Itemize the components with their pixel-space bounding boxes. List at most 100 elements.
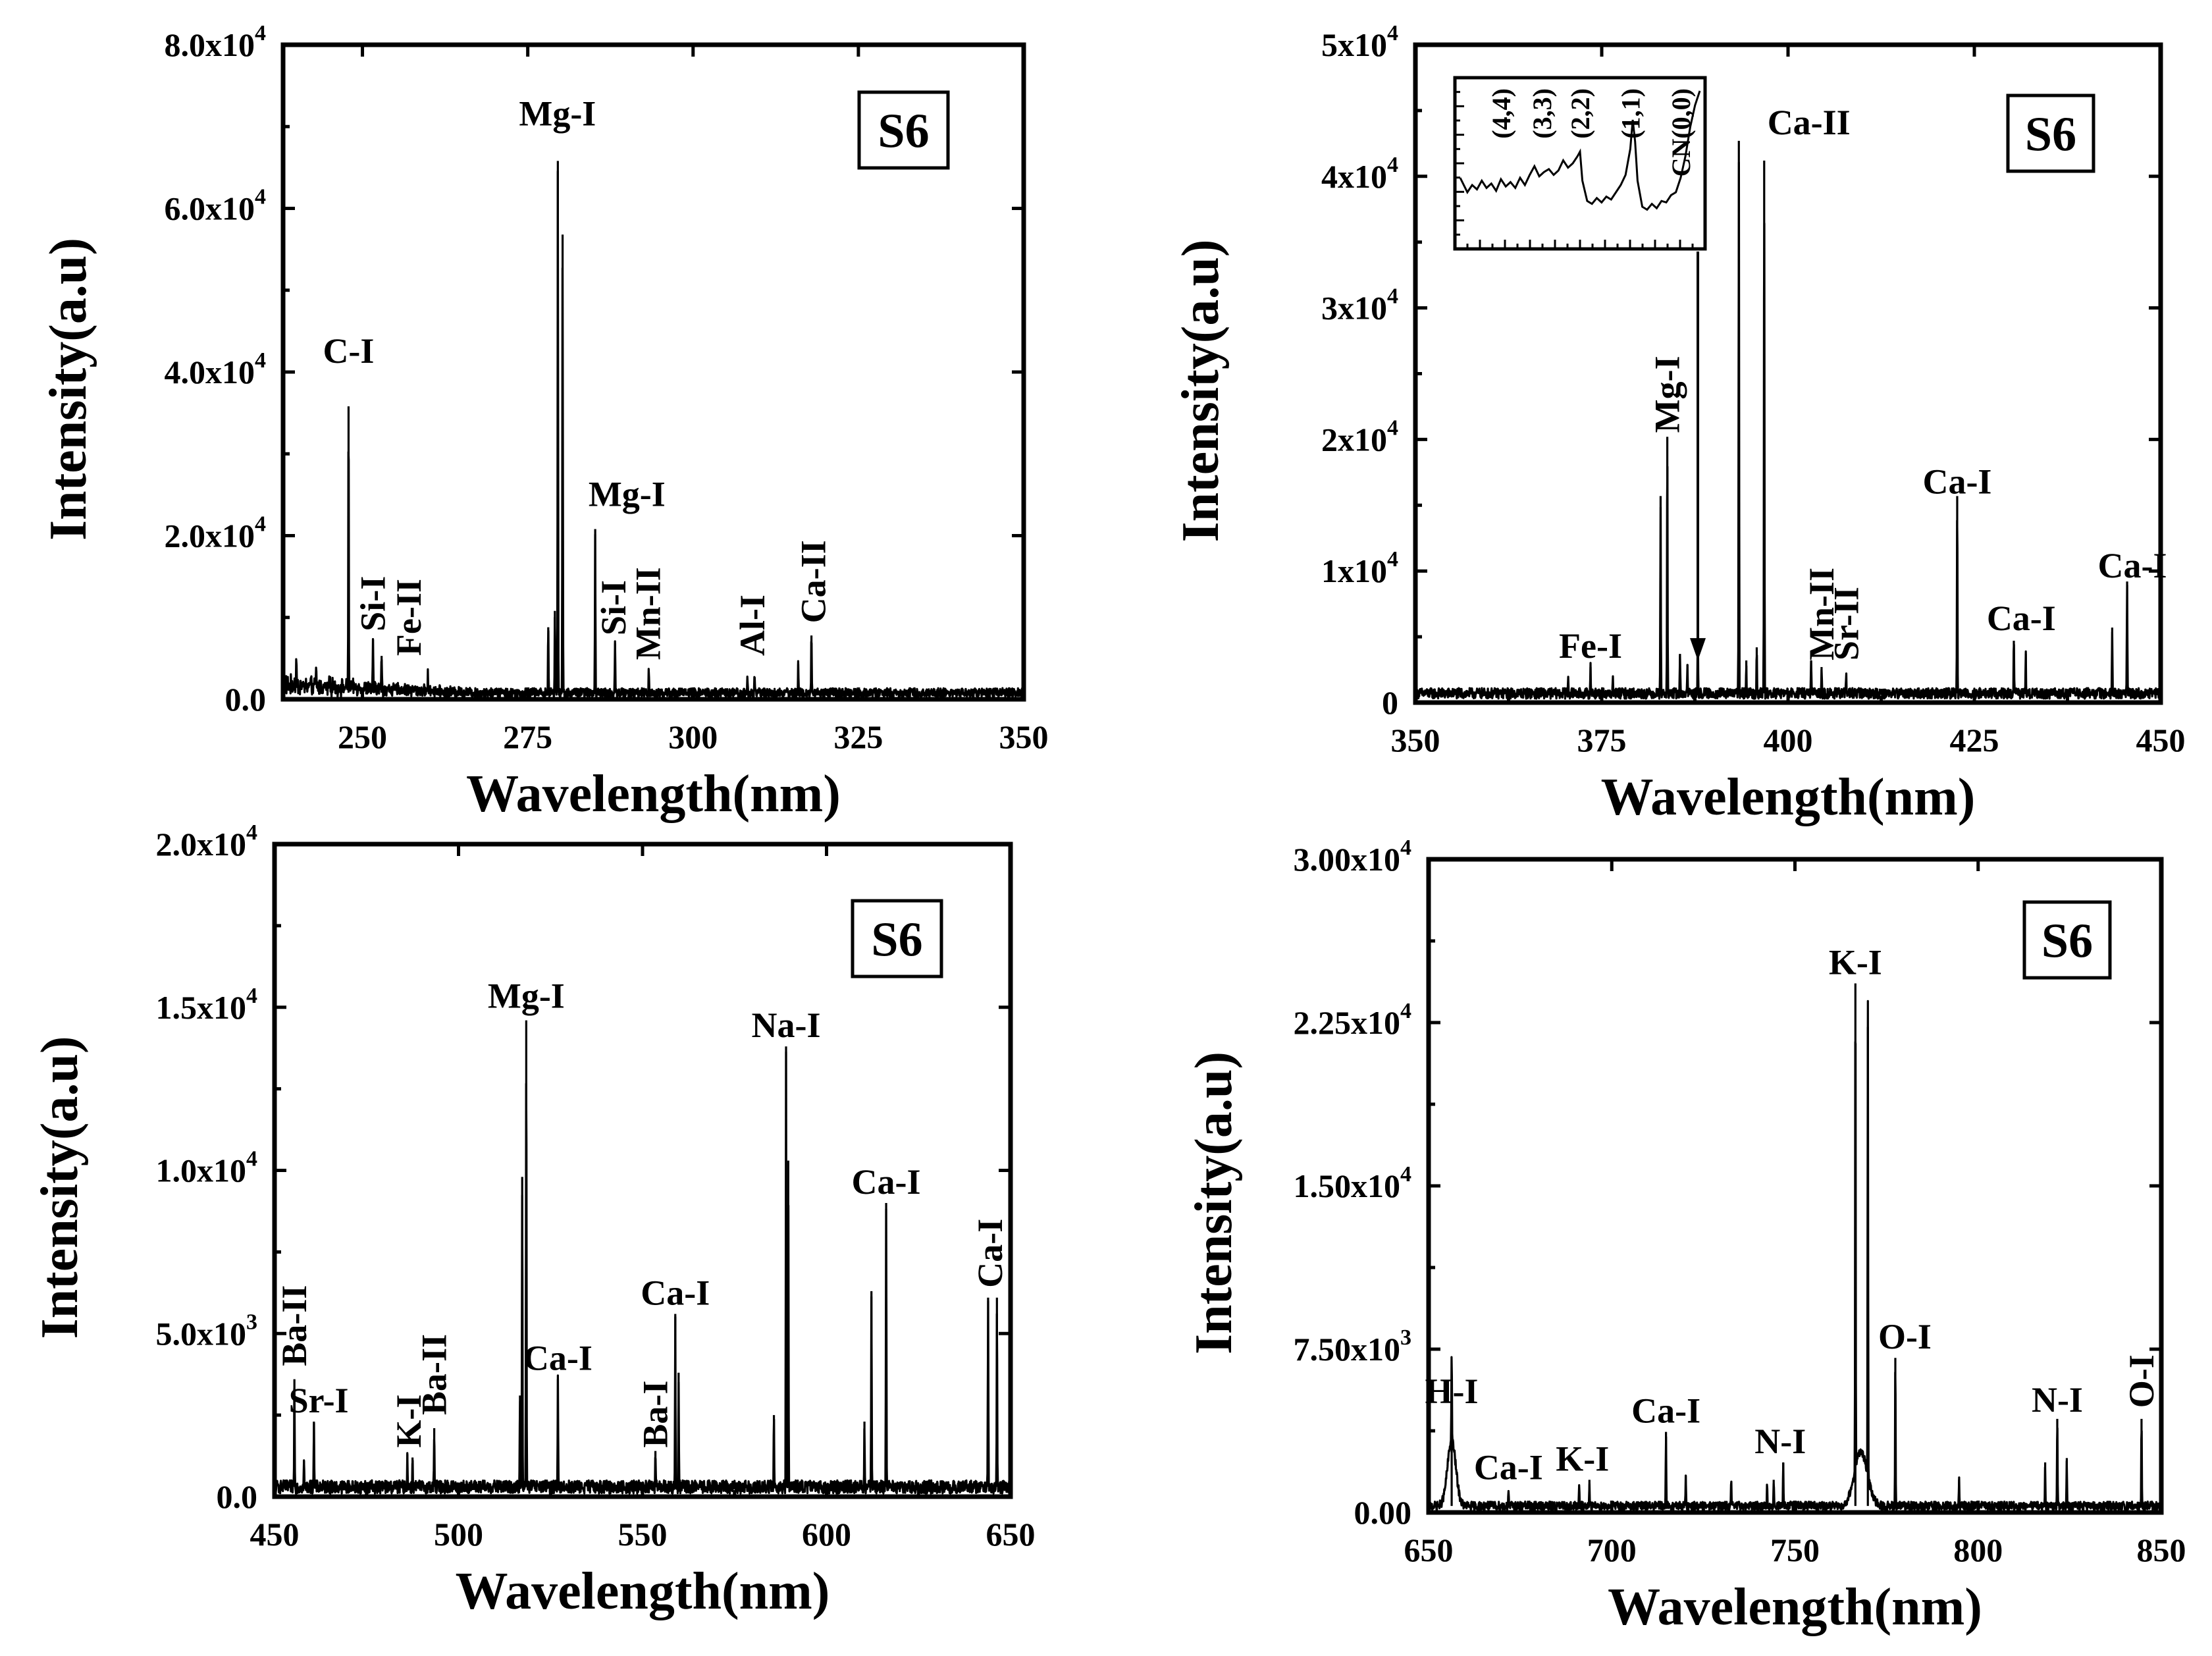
y-tick-mantissa: 5x10 xyxy=(1321,26,1387,63)
y-tick-exponent: 4 xyxy=(1387,284,1398,309)
y-tick-label: 8.0x104 xyxy=(165,21,267,63)
x-axis-title: Wavelength(nm) xyxy=(456,1563,830,1620)
y-tick-mantissa: 4.0x10 xyxy=(165,354,255,390)
y-axis-title: Intensity(a.u) xyxy=(31,1036,89,1339)
y-tick-label: 3x104 xyxy=(1321,284,1398,327)
x-tick-label: 750 xyxy=(1770,1532,1820,1568)
sample-badge-text: S6 xyxy=(2025,108,2076,162)
peak-label: Fe-I xyxy=(1559,626,1622,666)
inset-panel: (4,4) (3,3) (2,2) (1,1) CN(0,0) xyxy=(1453,76,1707,661)
y-tick-label: 4.0x104 xyxy=(165,348,267,390)
peak-label: Mg-I xyxy=(519,94,596,134)
sample-badge-text: S6 xyxy=(878,105,929,159)
peak-label: Si-I xyxy=(354,576,393,631)
y-tick-exponent: 4 xyxy=(1387,547,1398,572)
chart-panel: 350 375 400 425 45001x1042x1043x1044x1045x10… xyxy=(1172,21,2186,826)
peak-label: H-I xyxy=(1425,1372,1479,1411)
y-tick-label: 2x104 xyxy=(1321,415,1398,458)
y-tick-label: 1.50x104 xyxy=(1294,1162,1412,1204)
y-tick-exponent: 3 xyxy=(246,1310,257,1334)
y-tick-mantissa: 2.0x10 xyxy=(156,826,247,863)
y-tick-mantissa: 4x10 xyxy=(1321,158,1387,195)
y-tick-exponent: 4 xyxy=(1400,999,1411,1023)
x-tick-label: 275 xyxy=(503,718,552,755)
x-tick-label: 375 xyxy=(1577,722,1627,759)
sample-badge-text: S6 xyxy=(871,913,922,967)
y-tick-exponent: 4 xyxy=(255,21,266,45)
y-tick-exponent: 4 xyxy=(255,185,266,209)
inset-label: CN(0,0) xyxy=(1666,88,1696,176)
inset-spectrum xyxy=(1459,90,1701,211)
x-tick-label: 650 xyxy=(986,1516,1036,1553)
y-tick-mantissa: 2.25x10 xyxy=(1294,1004,1401,1041)
peak-label: Ca-I xyxy=(1922,462,1991,501)
x-tick-label: 250 xyxy=(338,718,387,755)
y-tick-label: 0.00 xyxy=(1354,1494,1412,1531)
y-tick-exponent: 4 xyxy=(1387,21,1398,45)
y-tick-exponent: 4 xyxy=(246,820,257,845)
y-tick-mantissa: 2.0x10 xyxy=(165,518,255,554)
y-tick-exponent: 4 xyxy=(246,984,257,1008)
peak-label: K-I xyxy=(1829,942,1882,982)
peak-label: Si-I xyxy=(594,580,633,635)
peak-label: Ba-II xyxy=(415,1334,454,1415)
peak-label: Ca-I xyxy=(2097,546,2167,585)
y-tick-label: 0 xyxy=(1382,684,1398,721)
peak-label: Ca-I xyxy=(1987,599,2056,638)
x-tick-label: 350 xyxy=(1391,722,1440,759)
y-tick-label: 0.0 xyxy=(225,681,267,718)
y-tick-label: 2.0x104 xyxy=(165,512,267,554)
y-tick-label: 1x104 xyxy=(1321,547,1398,589)
x-tick-label: 450 xyxy=(250,1516,300,1553)
y-tick-mantissa: 3.00x10 xyxy=(1294,841,1401,878)
peak-label: Mg-I xyxy=(1648,356,1687,433)
inset-label: (3,3) xyxy=(1527,88,1557,139)
y-tick-label: 4x104 xyxy=(1321,153,1398,195)
x-tick-label: 425 xyxy=(1950,722,1999,759)
inset-arrow-head xyxy=(1690,638,1706,661)
x-axis-title: Wavelength(nm) xyxy=(1601,768,1976,826)
peak-label: N-I xyxy=(2032,1380,2083,1420)
peak-label: Ca-II xyxy=(794,540,833,623)
peak-label: Ca-I xyxy=(1474,1448,1543,1487)
inset-label: (2,2) xyxy=(1566,88,1595,139)
y-tick-mantissa: 1.50x10 xyxy=(1294,1167,1401,1204)
x-tick-label: 850 xyxy=(2137,1532,2186,1568)
chart-panel: 650 700 750 800 8500.007.50x1031.50x1042.25x… xyxy=(1185,836,2186,1636)
y-tick-label: 3.00x104 xyxy=(1294,836,1412,878)
y-tick-mantissa: 1x10 xyxy=(1321,552,1387,589)
peak-label: Ca-I xyxy=(641,1273,710,1313)
x-axis-title: Wavelength(nm) xyxy=(466,765,841,823)
y-tick-label: 2.25x104 xyxy=(1294,999,1412,1041)
peak-label: K-I xyxy=(1556,1439,1609,1478)
peak-label: Ca-II xyxy=(1768,103,1851,142)
peak-label: Sr-I xyxy=(289,1381,349,1420)
y-tick-mantissa: 5.0x10 xyxy=(156,1315,247,1352)
sample-badge-text: S6 xyxy=(2041,915,2093,969)
y-tick-exponent: 4 xyxy=(255,512,266,537)
y-tick-label: 0.0 xyxy=(217,1478,258,1515)
peak-label: Sr-II xyxy=(1826,587,1866,660)
y-tick-exponent: 4 xyxy=(255,348,266,373)
y-tick-label: 1.5x104 xyxy=(156,984,258,1026)
x-tick-label: 700 xyxy=(1587,1532,1637,1568)
x-tick-label: 350 xyxy=(999,718,1049,755)
peak-label: Mn-II xyxy=(1802,568,1841,660)
peak-label: Ca-I xyxy=(1631,1391,1700,1431)
inset-label: (1,1) xyxy=(1616,88,1645,139)
inset-label: (4,4) xyxy=(1487,88,1516,139)
y-tick-mantissa: 1.5x10 xyxy=(156,989,247,1026)
y-tick-label: 6.0x104 xyxy=(165,185,267,227)
x-tick-label: 550 xyxy=(618,1516,668,1553)
peak-label: Mg-I xyxy=(589,474,666,514)
sample-badge xyxy=(857,90,950,170)
y-tick-exponent: 4 xyxy=(1400,1162,1411,1187)
y-axis-title: Intensity(a.u) xyxy=(1172,239,1230,542)
sample-badge xyxy=(2022,900,2112,980)
peak-label: Al-I xyxy=(733,595,772,656)
y-tick-label: 2.0x104 xyxy=(156,820,258,863)
peak-label: C-I xyxy=(323,331,374,371)
y-tick-exponent: 4 xyxy=(246,1147,257,1171)
sample-badge xyxy=(2006,93,2095,173)
peak-label: Na-I xyxy=(752,1005,821,1045)
